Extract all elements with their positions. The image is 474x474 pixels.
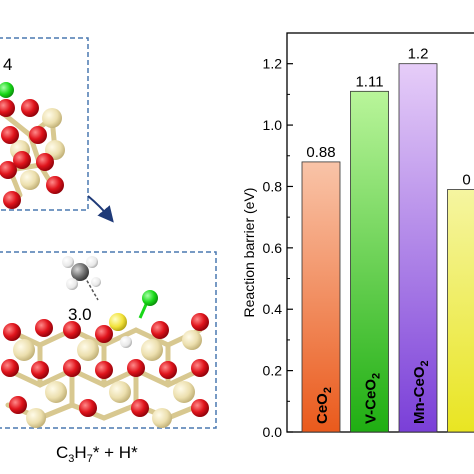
y-tick-label: 0.8 xyxy=(263,178,283,194)
bars: 0.88 CeO2 1.11 V-CeO2 1.2 Mn-CeO2 0 xyxy=(301,46,474,433)
y-axis: 0.0 0.2 0.4 0.6 0.8 1.0 1.2 xyxy=(263,56,293,440)
bar-value-label: 0.88 xyxy=(306,144,335,161)
bar-category-label: Mn-CeO2 xyxy=(411,360,431,424)
bond-distance-label: 3.0 xyxy=(68,305,92,324)
y-tick-label: 0.6 xyxy=(263,240,283,256)
bar-value-label: 0 xyxy=(462,172,470,189)
y-tick-label: 0.2 xyxy=(263,363,283,379)
bar-value-label: 1.11 xyxy=(355,73,383,90)
transition-arrow xyxy=(87,195,114,223)
y-tick-label: 1.2 xyxy=(263,56,283,72)
bar xyxy=(350,90,389,433)
state-caption: C3H7* + H* xyxy=(56,443,138,465)
y-tick-label: 1.0 xyxy=(263,117,283,133)
lower-slab-illustration xyxy=(1,256,209,428)
y-axis-label: Reaction barrier (eV) xyxy=(241,188,257,318)
bar-category-label: V-CeO2 xyxy=(363,373,383,424)
upper-slab-frame xyxy=(0,37,89,211)
y-tick-label: 0.4 xyxy=(263,301,283,317)
bar xyxy=(447,189,474,433)
bar xyxy=(301,161,341,433)
y-tick-label: 0.0 xyxy=(263,424,283,440)
bar-value-label: 1.2 xyxy=(408,46,429,63)
reaction-barrier-chart: 0.0 0.2 0.4 0.6 0.8 1.0 1.2 0.88 CeO2 1.11 V-CeO2… xyxy=(241,32,474,440)
bar xyxy=(398,63,438,433)
lower-slab-frame xyxy=(0,251,217,429)
distance-label-top: 4 xyxy=(3,55,12,74)
bar-category-label: CeO2 xyxy=(314,387,334,424)
upper-slab-illustration xyxy=(0,82,65,209)
